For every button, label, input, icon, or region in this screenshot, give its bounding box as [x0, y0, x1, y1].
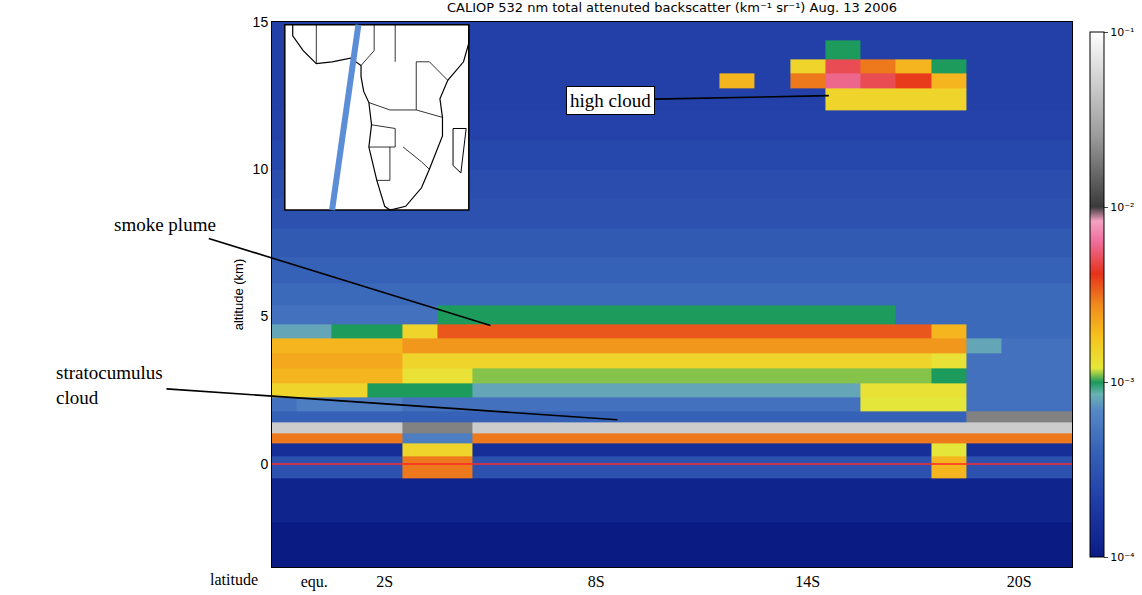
svg-text:15: 15 [253, 14, 269, 30]
svg-text:10⁻⁴: 10⁻⁴ [1110, 551, 1135, 564]
svg-text:CALIOP 532 nm total attenuted: CALIOP 532 nm total attenuted backscatte… [447, 0, 897, 15]
svg-text:0: 0 [260, 456, 268, 472]
svg-text:10⁻²: 10⁻² [1110, 201, 1134, 214]
svg-text:10⁻³: 10⁻³ [1110, 376, 1134, 389]
svg-text:10⁻¹: 10⁻¹ [1110, 26, 1134, 39]
svg-text:high cloud: high cloud [570, 90, 651, 111]
svg-text:smoke plume: smoke plume [114, 214, 216, 235]
svg-text:equ.: equ. [301, 573, 328, 591]
svg-text:latitude: latitude [210, 571, 258, 588]
svg-text:altitude (km): altitude (km) [231, 259, 246, 331]
svg-text:20S: 20S [1007, 573, 1032, 590]
svg-text:2S: 2S [376, 573, 393, 590]
svg-text:stratocumuluscloud: stratocumuluscloud [56, 362, 163, 408]
svg-text:14S: 14S [795, 573, 820, 590]
svg-text:8S: 8S [588, 573, 605, 590]
svg-text:5: 5 [260, 308, 268, 324]
svg-text:10: 10 [253, 161, 269, 177]
